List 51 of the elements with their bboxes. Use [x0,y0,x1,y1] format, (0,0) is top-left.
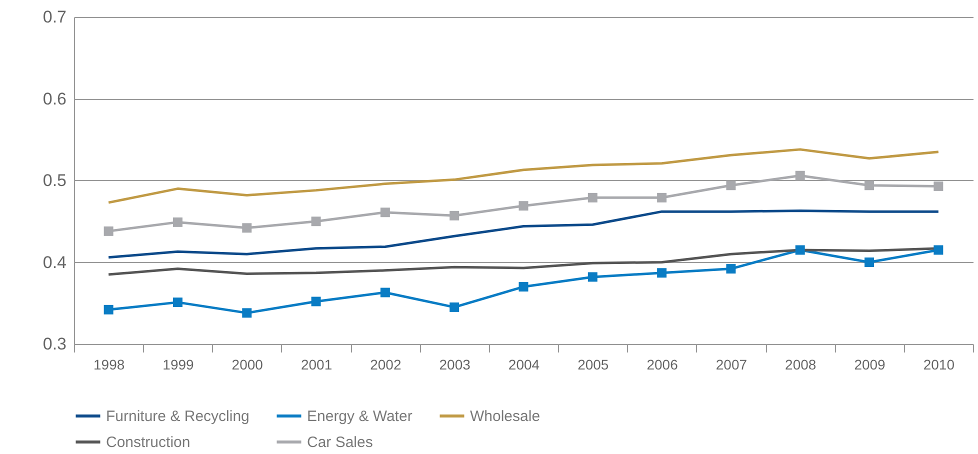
point [450,302,460,312]
x-tick-label: 2005 [578,356,609,372]
x-tick-label: 2008 [785,356,816,372]
point [657,192,667,202]
legend-label: Construction [106,434,190,451]
point [726,264,736,274]
x-tick-label: 2009 [854,356,886,372]
x-tick-label: 2007 [716,356,748,372]
y-tick-label: 0.4 [42,252,66,272]
point [726,180,736,190]
point [934,181,944,191]
x-tick-label: 2004 [508,356,540,372]
y-tick-label: 0.7 [42,8,66,26]
x-tick-label: 1998 [94,356,125,372]
point [588,272,598,282]
point [380,208,390,218]
x-tick-label: 2002 [370,356,402,372]
point [795,170,805,180]
x-tick-label: 2010 [923,356,955,372]
point [795,245,805,255]
point [518,201,528,211]
x-tick-label: 2003 [439,356,471,372]
line-series [107,209,940,259]
point [588,192,598,202]
legend-label: Wholesale [470,408,540,425]
y-tick-label: 0.3 [42,334,66,354]
legend-label: Furniture & Recycling [106,408,250,425]
point [172,298,182,308]
x-tick-label: 1999 [162,356,194,372]
point [172,217,182,227]
point [864,258,874,267]
x-tick-label: 2000 [232,356,264,372]
point [242,223,252,233]
point [657,268,667,278]
point [311,296,321,306]
point [380,288,390,298]
point [242,308,252,318]
point [450,210,460,220]
line-series [107,148,940,204]
point [104,226,114,236]
legend-label: Energy & Water [307,408,412,425]
y-tick-label: 0.5 [42,171,66,190]
point [311,216,321,226]
y-tick-label: 0.6 [42,89,66,108]
legend-label: Car Sales [307,434,373,451]
x-tick-label: 2006 [646,356,678,372]
point [934,245,944,255]
point [518,282,528,292]
point [104,304,114,314]
point [864,180,874,190]
x-tick-label: 2001 [300,356,332,372]
